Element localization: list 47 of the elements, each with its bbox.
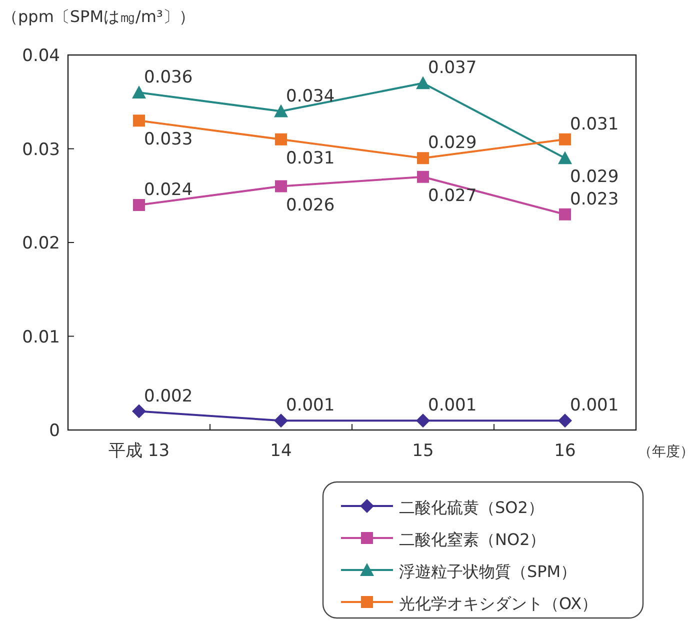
point — [416, 76, 430, 90]
point — [417, 152, 429, 164]
data-label: 0.034 — [286, 86, 335, 106]
y-tick-label: 0.02 — [22, 234, 60, 254]
point — [133, 114, 145, 127]
y-tick-label: 0 — [49, 421, 60, 441]
legend-label: 浮遊粒子状物質（SPM） — [399, 562, 577, 581]
y-axis-title: （ppm〔SPMは㎎/m³〕） — [2, 7, 195, 26]
data-label: 0.024 — [144, 180, 193, 200]
data-label: 0.027 — [428, 186, 477, 206]
data-label: 0.033 — [144, 130, 193, 150]
point — [558, 151, 572, 164]
y-tick-label: 0.01 — [22, 327, 60, 348]
point — [416, 414, 430, 428]
data-label: 0.001 — [286, 396, 335, 416]
data-label: 0.001 — [428, 396, 477, 416]
y-tick-label: 0.04 — [22, 46, 60, 66]
point — [417, 170, 429, 183]
point — [275, 180, 287, 192]
point — [275, 133, 287, 146]
data-label: 0.023 — [570, 189, 619, 210]
legend-label: 二酸化窒素（NO2） — [399, 530, 546, 549]
point — [132, 86, 146, 98]
data-label: 0.029 — [428, 133, 477, 154]
point — [274, 414, 288, 428]
data-label: 0.002 — [144, 386, 193, 406]
data-label: 0.036 — [144, 68, 193, 88]
legend-label: 二酸化硫黄（SO2） — [399, 498, 544, 517]
point — [132, 404, 146, 418]
y-tick-label: 0.03 — [22, 140, 60, 160]
point — [559, 208, 571, 220]
point — [274, 104, 288, 118]
data-label: 0.001 — [570, 396, 619, 416]
x-tick-label: 平成 13 — [108, 441, 170, 461]
data-label: 0.031 — [570, 114, 619, 134]
point — [558, 414, 572, 428]
legend-label: 光化学オキシダント（OX） — [399, 594, 598, 613]
x-axis-title: （年度） — [638, 444, 694, 460]
data-label: 0.031 — [286, 148, 335, 168]
x-tick-label: 14 — [270, 441, 292, 461]
data-label: 0.037 — [428, 58, 477, 78]
x-tick-label: 15 — [412, 441, 434, 461]
data-label: 0.026 — [286, 195, 335, 216]
point — [133, 199, 145, 211]
data-label: 0.029 — [570, 167, 619, 188]
x-tick-label: 16 — [554, 441, 576, 461]
point — [559, 133, 571, 146]
